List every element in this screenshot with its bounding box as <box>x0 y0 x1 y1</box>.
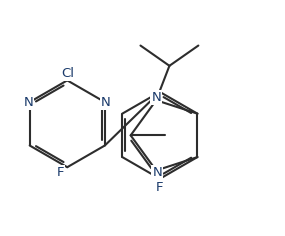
Text: N: N <box>24 96 33 109</box>
Text: F: F <box>56 166 64 180</box>
Text: N: N <box>101 96 111 109</box>
Text: F: F <box>156 181 164 194</box>
Text: N: N <box>152 166 162 179</box>
Text: Cl: Cl <box>61 67 74 80</box>
Text: N: N <box>151 91 161 104</box>
